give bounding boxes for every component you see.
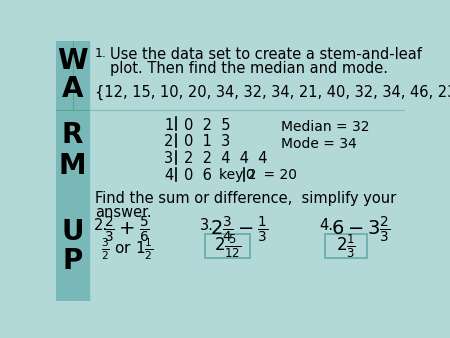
Text: $\frac{2}{3}+\frac{5}{6}$: $\frac{2}{3}+\frac{5}{6}$ xyxy=(104,215,150,245)
Text: M: M xyxy=(58,152,86,180)
Text: 0  1  3: 0 1 3 xyxy=(184,135,230,149)
Text: plot. Then find the median and mode.: plot. Then find the median and mode. xyxy=(111,61,388,76)
Text: $2\frac{1}{3}$: $2\frac{1}{3}$ xyxy=(336,233,356,260)
Text: 3.: 3. xyxy=(200,218,213,233)
FancyBboxPatch shape xyxy=(205,234,250,259)
Text: Median = 32: Median = 32 xyxy=(281,120,369,134)
Text: P: P xyxy=(63,247,83,275)
Text: 0  2  5: 0 2 5 xyxy=(184,118,230,132)
Text: answer.: answer. xyxy=(95,204,152,220)
Text: 0  6: 0 6 xyxy=(184,168,212,184)
Text: 0  = 20: 0 = 20 xyxy=(246,168,297,183)
Text: $2\frac{5}{12}$: $2\frac{5}{12}$ xyxy=(214,233,241,260)
Text: Use the data set to create a stem-and-leaf: Use the data set to create a stem-and-le… xyxy=(111,47,423,62)
Text: Mode = 34: Mode = 34 xyxy=(281,137,357,151)
Text: {12, 15, 10, 20, 34, 32, 34, 21, 40, 32, 34, 46, 23}: {12, 15, 10, 20, 34, 32, 34, 21, 40, 32,… xyxy=(95,85,450,100)
Bar xyxy=(56,41,89,301)
Text: U: U xyxy=(61,218,84,246)
Text: Find the sum or difference,  simplify your: Find the sum or difference, simplify you… xyxy=(95,191,396,206)
Text: 2  2  4  4  4: 2 2 4 4 4 xyxy=(184,151,268,166)
Text: 4.: 4. xyxy=(320,218,334,233)
Text: 2: 2 xyxy=(164,135,173,149)
Text: 4: 4 xyxy=(164,168,173,184)
Text: 3: 3 xyxy=(164,151,173,166)
Text: 1: 1 xyxy=(164,118,173,132)
Text: $\frac{3}{2}\ \mathrm{or}\ 1\frac{1}{2}$: $\frac{3}{2}\ \mathrm{or}\ 1\frac{1}{2}$ xyxy=(101,237,154,263)
Text: 2.: 2. xyxy=(94,218,108,233)
Text: $2\frac{3}{4}-\frac{1}{3}$: $2\frac{3}{4}-\frac{1}{3}$ xyxy=(211,215,269,245)
Text: $6-3\frac{2}{3}$: $6-3\frac{2}{3}$ xyxy=(331,215,390,245)
Text: R: R xyxy=(62,121,83,149)
FancyBboxPatch shape xyxy=(325,234,367,259)
Text: A: A xyxy=(62,75,83,103)
Text: W: W xyxy=(57,47,88,75)
Text: 1.: 1. xyxy=(95,47,107,60)
Text: key 2: key 2 xyxy=(219,168,256,183)
